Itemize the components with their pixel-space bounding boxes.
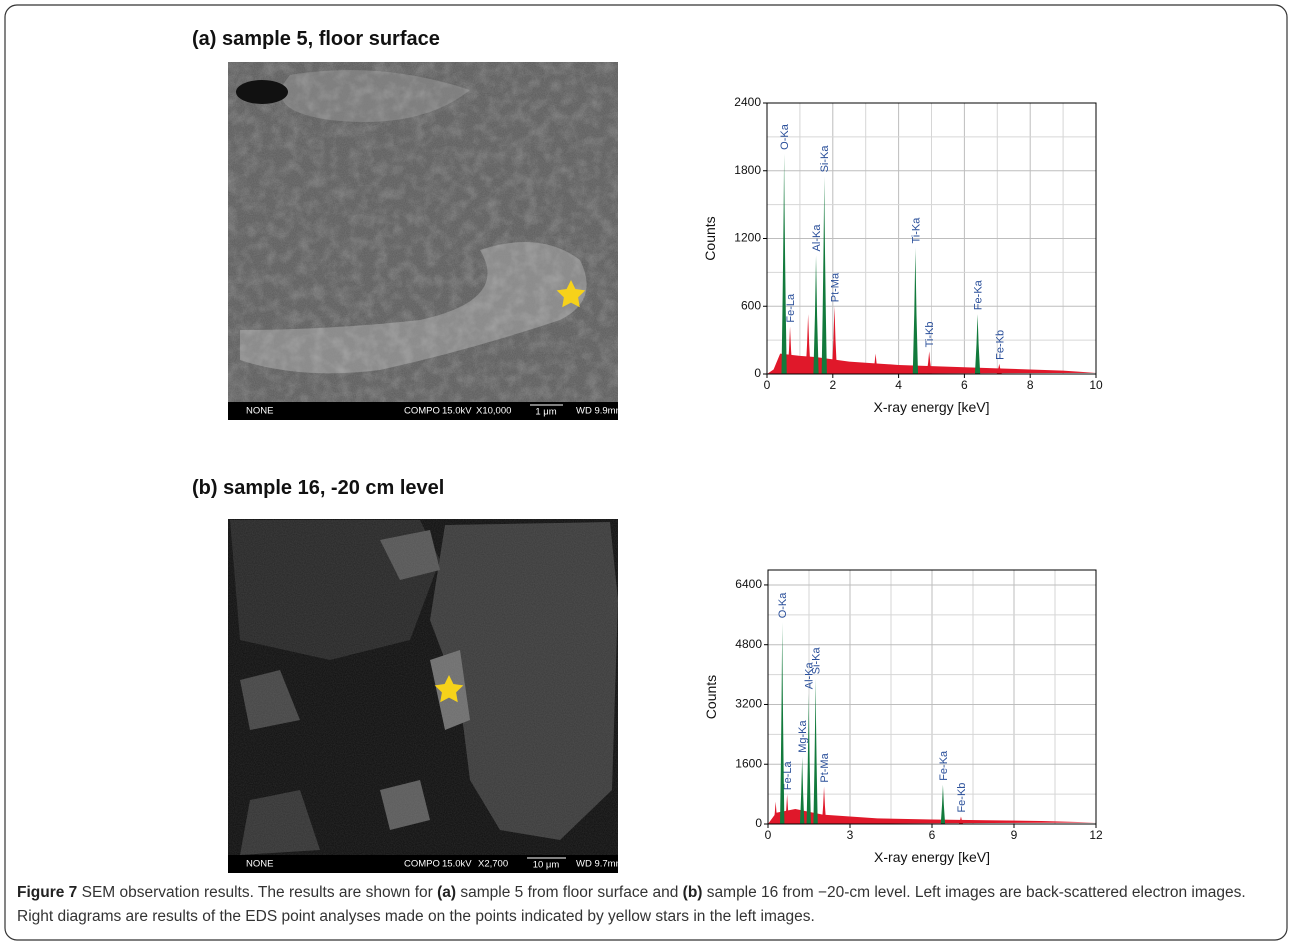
peak bbox=[805, 314, 810, 374]
figure-frame bbox=[5, 5, 1287, 940]
x-tick-label: 12 bbox=[1089, 828, 1103, 842]
peak bbox=[813, 255, 818, 374]
sem-image bbox=[228, 519, 618, 855]
caption-text: (a) bbox=[437, 884, 456, 901]
x-tick-label: 0 bbox=[765, 828, 772, 842]
x-axis-label: X-ray energy [keV] bbox=[874, 849, 990, 865]
sem-label: WD 9.7mm bbox=[576, 859, 624, 870]
sem-label: 15.0kV bbox=[442, 859, 472, 870]
sem-label: COMPO bbox=[404, 406, 440, 417]
sem-label: 15.0kV bbox=[442, 406, 472, 417]
y-tick-label: 0 bbox=[754, 366, 761, 380]
peak bbox=[822, 176, 827, 374]
peak bbox=[787, 327, 792, 374]
peak bbox=[807, 693, 811, 824]
x-tick-label: 2 bbox=[829, 378, 836, 392]
y-tick-label: 3200 bbox=[735, 697, 762, 711]
sem-label: NONE bbox=[246, 406, 273, 417]
x-tick-label: 6 bbox=[929, 828, 936, 842]
figure: (a) sample 5, floor surface (b) sample 1… bbox=[0, 0, 1292, 945]
y-tick-label: 4800 bbox=[735, 637, 762, 651]
x-tick-label: 8 bbox=[1027, 378, 1034, 392]
peak bbox=[913, 248, 918, 374]
panel-title: (a) sample 5, floor surface bbox=[192, 28, 440, 50]
sem-label: 1 μm bbox=[535, 407, 556, 418]
peak-label: Fe-Ka bbox=[973, 279, 985, 310]
peak-label: Fe-La bbox=[782, 761, 794, 791]
peak-label: Si-Ka bbox=[811, 647, 823, 675]
caption-label: Figure 7 bbox=[17, 884, 77, 901]
x-tick-label: 9 bbox=[1011, 828, 1018, 842]
peak bbox=[780, 622, 784, 824]
peak bbox=[800, 757, 804, 824]
caption-text: SEM observation results. The results are… bbox=[82, 884, 433, 901]
sem-label: X2,700 bbox=[478, 859, 508, 870]
y-axis-label: Counts bbox=[703, 675, 719, 719]
peak-label: Fe-Kb bbox=[956, 783, 968, 813]
sem-label: 10 μm bbox=[533, 860, 560, 871]
x-tick-label: 3 bbox=[847, 828, 854, 842]
peak-label: Pt-Ma bbox=[829, 272, 841, 302]
peak bbox=[813, 678, 817, 824]
peak-label: Pt-Ma bbox=[819, 752, 831, 782]
chart: 0 2 4 6 8 10 0 600 1200 1800 2400 Fe-La Pt-Ma Ti-Kb Fe… bbox=[702, 95, 1103, 415]
peak-label: Ti-Ka bbox=[910, 217, 922, 244]
peak-label: Fe-Ka bbox=[938, 750, 950, 781]
sem-label: X10,000 bbox=[476, 406, 511, 417]
peak bbox=[785, 794, 789, 824]
x-tick-label: 6 bbox=[961, 378, 968, 392]
y-tick-label: 1200 bbox=[734, 231, 761, 245]
caption: Figure 7 SEM observation results. The re… bbox=[17, 881, 1279, 929]
x-tick-label: 4 bbox=[895, 378, 902, 392]
sem-label: COMPO bbox=[404, 859, 440, 870]
peak bbox=[975, 314, 980, 374]
x-tick-label: 0 bbox=[764, 378, 771, 392]
x-axis-label: X-ray energy [keV] bbox=[874, 399, 990, 415]
chart: 0 3 6 9 12 0 1600 3200 4800 6400 Fe-La Pt-Ma Fe-Kb O-… bbox=[703, 570, 1103, 865]
y-tick-label: 600 bbox=[741, 298, 761, 312]
y-tick-label: 2400 bbox=[734, 95, 761, 109]
y-tick-label: 6400 bbox=[735, 577, 762, 591]
sem-image bbox=[228, 62, 618, 402]
y-tick-label: 1800 bbox=[734, 163, 761, 177]
peak bbox=[822, 787, 826, 824]
y-tick-label: 1600 bbox=[735, 756, 762, 770]
sem-label: WD 9.9mm bbox=[576, 406, 624, 417]
peak bbox=[781, 154, 786, 374]
peak-label: Fe-La bbox=[785, 293, 797, 323]
peak-label: O-Ka bbox=[777, 592, 789, 619]
peak-label: O-Ka bbox=[779, 123, 791, 150]
x-tick-label: 10 bbox=[1089, 378, 1103, 392]
peak-label: Al-Ka bbox=[811, 224, 823, 252]
peak-label: Ti-Kb bbox=[924, 322, 936, 348]
peak-label: Mg-Ka bbox=[797, 719, 809, 752]
peak bbox=[941, 785, 945, 824]
peak-label: Fe-Kb bbox=[994, 330, 1006, 360]
y-axis-label: Counts bbox=[702, 216, 718, 260]
sem-label: NONE bbox=[246, 859, 273, 870]
y-tick-label: 0 bbox=[755, 816, 762, 830]
page: {"panels": [ {"title": "(a) sample 5, fl… bbox=[0, 0, 1292, 945]
peak-label: Si-Ka bbox=[819, 145, 831, 173]
panel-title: (b) sample 16, -20 cm level bbox=[192, 477, 444, 499]
caption-text: sample 5 from floor surface and bbox=[460, 884, 678, 901]
caption-text: (b) bbox=[683, 884, 703, 901]
